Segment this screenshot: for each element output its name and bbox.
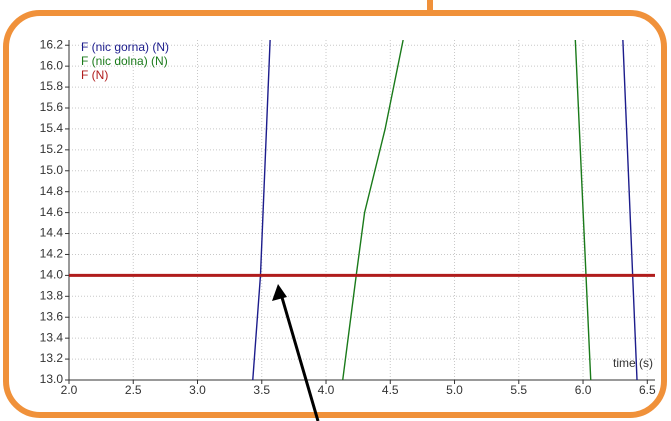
x-tick-label: 4.5 (382, 383, 399, 397)
legend-entry: F (N) (81, 68, 108, 82)
x-tick-label: 5.5 (510, 383, 527, 397)
y-tick-label: 13.4 (40, 330, 64, 344)
x-tick-label: 2.5 (125, 383, 142, 397)
x-tick-label: 2.0 (61, 383, 78, 397)
y-tick-label: 14.6 (40, 205, 64, 219)
x-axis-label: time (s) (613, 356, 653, 370)
y-tick-label: 16.2 (40, 37, 64, 51)
y-tick-label: 15.4 (40, 121, 64, 135)
plot-background (69, 40, 655, 380)
y-tick-label: 13.6 (40, 309, 64, 323)
highlight-frame (3, 10, 667, 418)
callout-arrow (279, 293, 320, 421)
y-tick-label: 15.6 (40, 100, 64, 114)
x-tick-label: 4.0 (318, 383, 335, 397)
y-tick-label: 13.8 (40, 288, 64, 302)
callout-arrowhead (272, 284, 287, 301)
y-tick-label: 14.8 (40, 184, 64, 198)
y-tick-label: 15.8 (40, 79, 64, 93)
y-tick-label: 14.2 (40, 247, 64, 261)
y-tick-label: 13.0 (40, 372, 64, 386)
y-tick-label: 13.2 (40, 351, 64, 365)
series-lines (69, 40, 655, 380)
legend-entry: F (nic dolna) (N) (81, 54, 168, 68)
x-tick-label: 6.5 (639, 383, 656, 397)
y-tick-label: 14.0 (40, 268, 64, 282)
y-tick-label: 15.0 (40, 163, 64, 177)
plot-area: 13.0 13.2 13.4 13.6 13.8 14.0 14.2 14.4 14.6 14.8… (40, 37, 656, 397)
series-line (342, 40, 592, 380)
x-tick-label: 3.0 (189, 383, 206, 397)
x-tick-label: 3.5 (253, 383, 270, 397)
x-tick-label: 5.0 (446, 383, 463, 397)
y-tick-label: 14.4 (40, 226, 64, 240)
legend-entry: F (nic gorna) (N) (81, 40, 169, 54)
x-tick-label: 6.0 (575, 383, 592, 397)
y-tick-label: 15.2 (40, 142, 64, 156)
y-tick-label: 16.0 (40, 58, 64, 72)
